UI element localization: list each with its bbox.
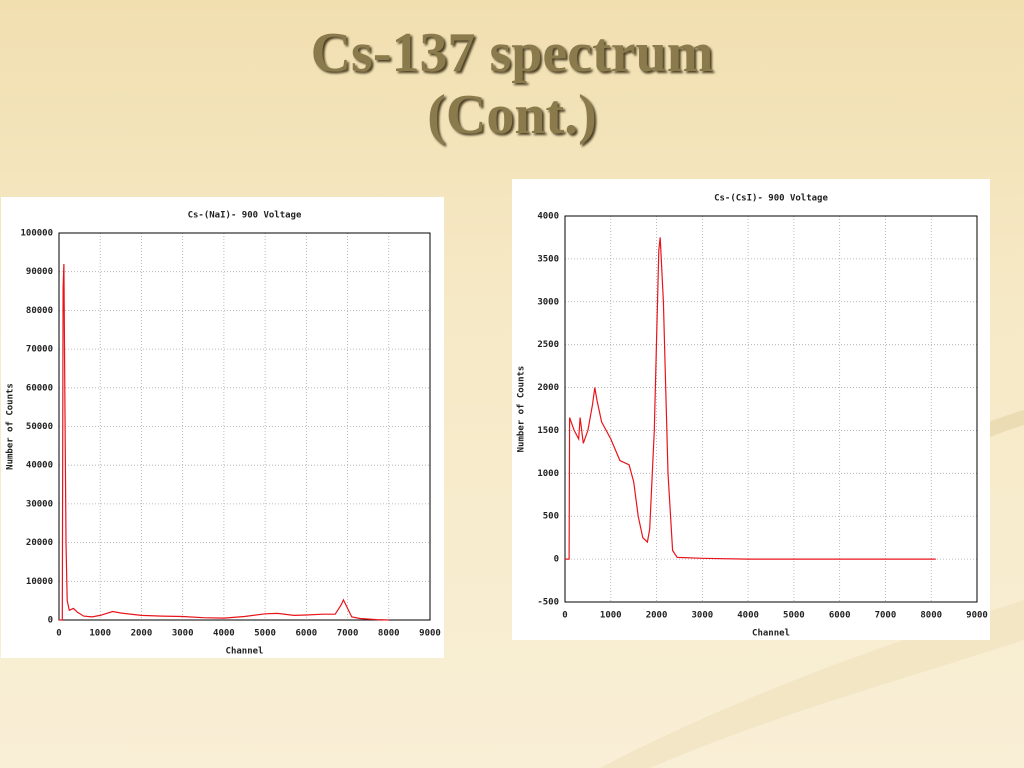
x-tick-label: 2000 <box>131 629 153 639</box>
x-tick-label: 8000 <box>920 611 942 621</box>
x-tick-label: 0 <box>56 629 61 639</box>
x-tick-label: 8000 <box>378 629 400 639</box>
chart-title: Cs-(CsI)- 900 Voltage <box>714 194 828 204</box>
x-tick-label: 2000 <box>646 611 668 621</box>
x-tick-label: 1000 <box>89 629 111 639</box>
y-tick-label: 0 <box>48 616 53 626</box>
slide-title: Cs-137 spectrum (Cont.) <box>0 22 1024 146</box>
y-tick-label: 4000 <box>537 212 559 222</box>
y-tick-label: 20000 <box>26 538 53 548</box>
x-tick-label: 6000 <box>295 629 317 639</box>
y-tick-label: 10000 <box>26 577 53 587</box>
y-tick-label: -500 <box>537 598 559 608</box>
y-axis-label: Number of Counts <box>517 366 527 453</box>
y-tick-label: 70000 <box>26 345 53 355</box>
y-tick-label: 500 <box>543 512 559 522</box>
chart-title: Cs-(NaI)- 900 Voltage <box>188 211 302 221</box>
x-tick-label: 6000 <box>829 611 851 621</box>
y-tick-label: 40000 <box>26 461 53 471</box>
x-tick-label: 7000 <box>337 629 359 639</box>
y-tick-label: 1500 <box>537 426 559 436</box>
y-tick-label: 80000 <box>26 306 53 316</box>
title-line: (Cont.) <box>427 84 597 146</box>
y-axis-label: Number of Counts <box>6 383 16 470</box>
x-axis-label: Channel <box>226 647 264 657</box>
x-tick-label: 9000 <box>966 611 988 621</box>
title-line: Cs-137 spectrum <box>310 22 714 84</box>
y-tick-label: 3500 <box>537 254 559 264</box>
y-tick-label: 60000 <box>26 383 53 393</box>
y-tick-label: 2000 <box>537 383 559 393</box>
x-tick-label: 1000 <box>600 611 622 621</box>
spectrum-line <box>565 237 936 560</box>
x-tick-label: 4000 <box>213 629 235 639</box>
x-tick-label: 5000 <box>783 611 805 621</box>
x-tick-label: 5000 <box>254 629 276 639</box>
spectrum-line <box>59 263 389 621</box>
y-tick-label: 50000 <box>26 422 53 432</box>
x-axis-label: Channel <box>752 629 790 639</box>
y-tick-label: 3000 <box>537 297 559 307</box>
y-tick-label: 0 <box>554 555 559 565</box>
y-tick-label: 100000 <box>20 229 53 239</box>
y-tick-label: 2500 <box>537 340 559 350</box>
y-tick-label: 30000 <box>26 499 53 509</box>
x-tick-label: 4000 <box>737 611 759 621</box>
y-tick-label: 90000 <box>26 267 53 277</box>
y-tick-label: 1000 <box>537 469 559 479</box>
x-tick-label: 9000 <box>419 629 441 639</box>
plot-frame <box>58 232 431 621</box>
x-tick-label: 7000 <box>875 611 897 621</box>
x-tick-label: 3000 <box>172 629 194 639</box>
x-tick-label: 3000 <box>691 611 713 621</box>
x-tick-label: 0 <box>562 611 567 621</box>
chart-panel <box>512 179 990 640</box>
plot-frame <box>564 215 978 603</box>
